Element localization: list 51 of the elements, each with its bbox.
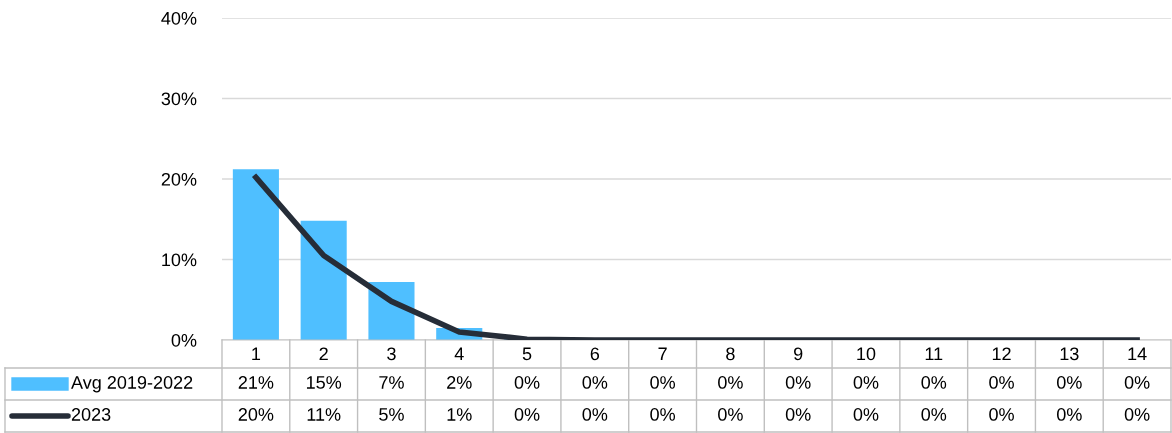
data-label: 0%	[1124, 408, 1150, 421]
data-label: 0%	[785, 408, 811, 421]
data-label: 15%	[306, 376, 342, 389]
data-label: 0%	[514, 408, 540, 421]
y-tick-label: 10%	[162, 253, 197, 267]
data-label: 0%	[853, 408, 879, 421]
x-tick-label: 6	[590, 347, 600, 361]
data-label: 0%	[1124, 376, 1150, 389]
data-label: 0%	[718, 408, 743, 421]
legend-label: 2023	[71, 408, 111, 421]
x-tick-label: 12	[992, 347, 1011, 361]
data-label: 1%	[447, 408, 472, 421]
legend-label: Avg 2019-2022	[71, 376, 193, 393]
data-label: 0%	[921, 408, 947, 421]
data-label: 0%	[582, 376, 608, 389]
data-label: 0%	[989, 408, 1014, 421]
y-tick-label: 30%	[161, 92, 197, 106]
data-label: 7%	[379, 376, 404, 389]
x-tick-label: 4	[454, 347, 464, 361]
data-label: 21%	[238, 376, 274, 389]
x-tick-label: 14	[1128, 347, 1147, 361]
x-tick-label: 1	[252, 347, 261, 361]
y-tick-label: 20%	[161, 172, 197, 186]
x-tick-label: 10	[857, 347, 876, 361]
data-label: 2%	[447, 376, 472, 389]
y-tick-label: 40%	[161, 11, 197, 25]
data-label: 11%	[307, 408, 341, 421]
data-label: 0%	[718, 376, 743, 389]
data-label: 5%	[379, 408, 404, 421]
data-label: 0%	[785, 376, 811, 389]
bar	[300, 220, 347, 340]
data-label: 0%	[1056, 376, 1082, 389]
x-tick-label: 7	[658, 347, 667, 361]
x-tick-label: 2	[319, 347, 328, 361]
data-label: 0%	[650, 408, 676, 421]
data-label: 0%	[853, 376, 879, 389]
data-label: 0%	[1056, 408, 1082, 421]
data-label: 20%	[238, 408, 274, 421]
data-label: 0%	[989, 376, 1014, 389]
x-tick-label: 13	[1060, 347, 1079, 361]
x-tick-label: 5	[522, 347, 532, 361]
data-label: 0%	[650, 376, 676, 389]
x-tick-label: 3	[387, 347, 396, 361]
data-label: 0%	[514, 376, 540, 389]
data-label: 0%	[582, 408, 608, 421]
data-label: 0%	[921, 376, 947, 389]
y-tick-label: 0%	[171, 333, 197, 347]
x-tick-label: 8	[726, 347, 735, 361]
x-tick-label: 9	[794, 347, 803, 361]
bar	[232, 169, 279, 340]
x-tick-label: 11	[925, 347, 943, 361]
